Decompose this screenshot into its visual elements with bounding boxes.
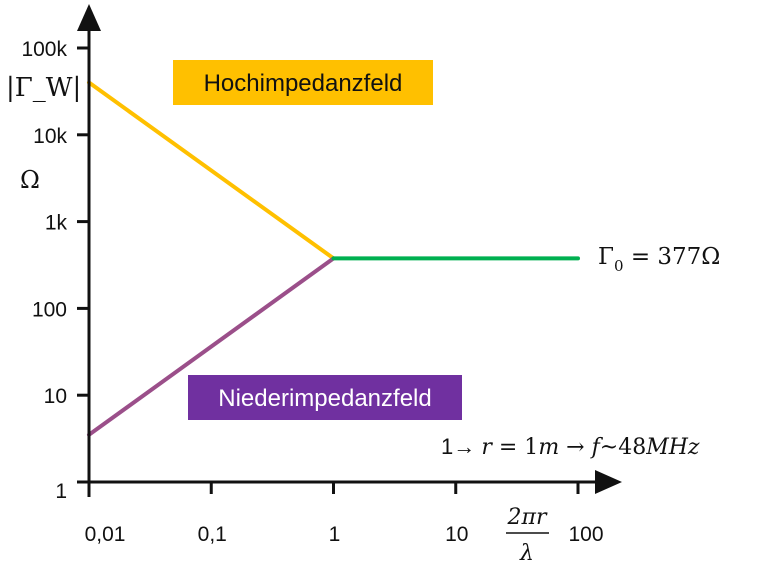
y-axis-label: |Γ_W| [6,73,81,103]
low-impedance-label-box [188,375,462,420]
y-axis-unit: Ω [20,166,40,194]
x-tick-group: 0,01 0,1 1 10 100 [85,482,604,546]
example-r-var: r [481,435,493,460]
example-note: 1→ r = 1m → f~48MHz [441,434,700,460]
y-tick-label-4: 10k [33,125,67,148]
x-axis-label-denominator: λ [519,541,534,566]
example-r-unit: m [538,435,559,460]
example-r-eq: = 1 [492,435,538,460]
y-tick-label-0: 1 [55,480,67,503]
y-tick-label-1: 10 [44,385,67,408]
high-impedance-label-box [173,60,433,105]
free-space-subscript: 0 [614,257,624,275]
low-impedance-label: Niederimpedanzfeld [218,385,431,412]
example-arrow: → [559,435,591,460]
example-lead: 1→ [441,434,481,459]
x-axis-label-numerator: 2πr [507,505,548,530]
y-tick-label-5: 100k [21,38,67,61]
y-axis-label-name: |Γ_W| [6,73,81,103]
x-tick-label-1: 0,1 [198,523,227,546]
x-tick-label-0: 0,01 [85,523,126,546]
y-tick-label-3: 1k [45,212,68,235]
series-layer [87,80,580,437]
example-f-unit: MHz [645,435,700,460]
high-impedance-label: Hochimpedanzfeld [204,70,403,97]
example-f-approx: ~48 [600,435,646,460]
free-space-symbol: Γ [598,244,614,270]
x-tick-label-3: 10 [445,523,468,546]
x-tick-label-2: 1 [329,523,341,546]
x-tick-label-4: 100 [568,523,603,546]
series-line-1 [87,256,336,437]
series-line-0 [87,80,336,261]
y-tick-group: 1 10 100 1k 10k 100k [21,38,89,503]
free-space-value: = 377Ω [624,244,721,270]
free-space-impedance-label: Γ0 = 377Ω [598,244,720,275]
y-tick-label-2: 100 [32,298,67,321]
